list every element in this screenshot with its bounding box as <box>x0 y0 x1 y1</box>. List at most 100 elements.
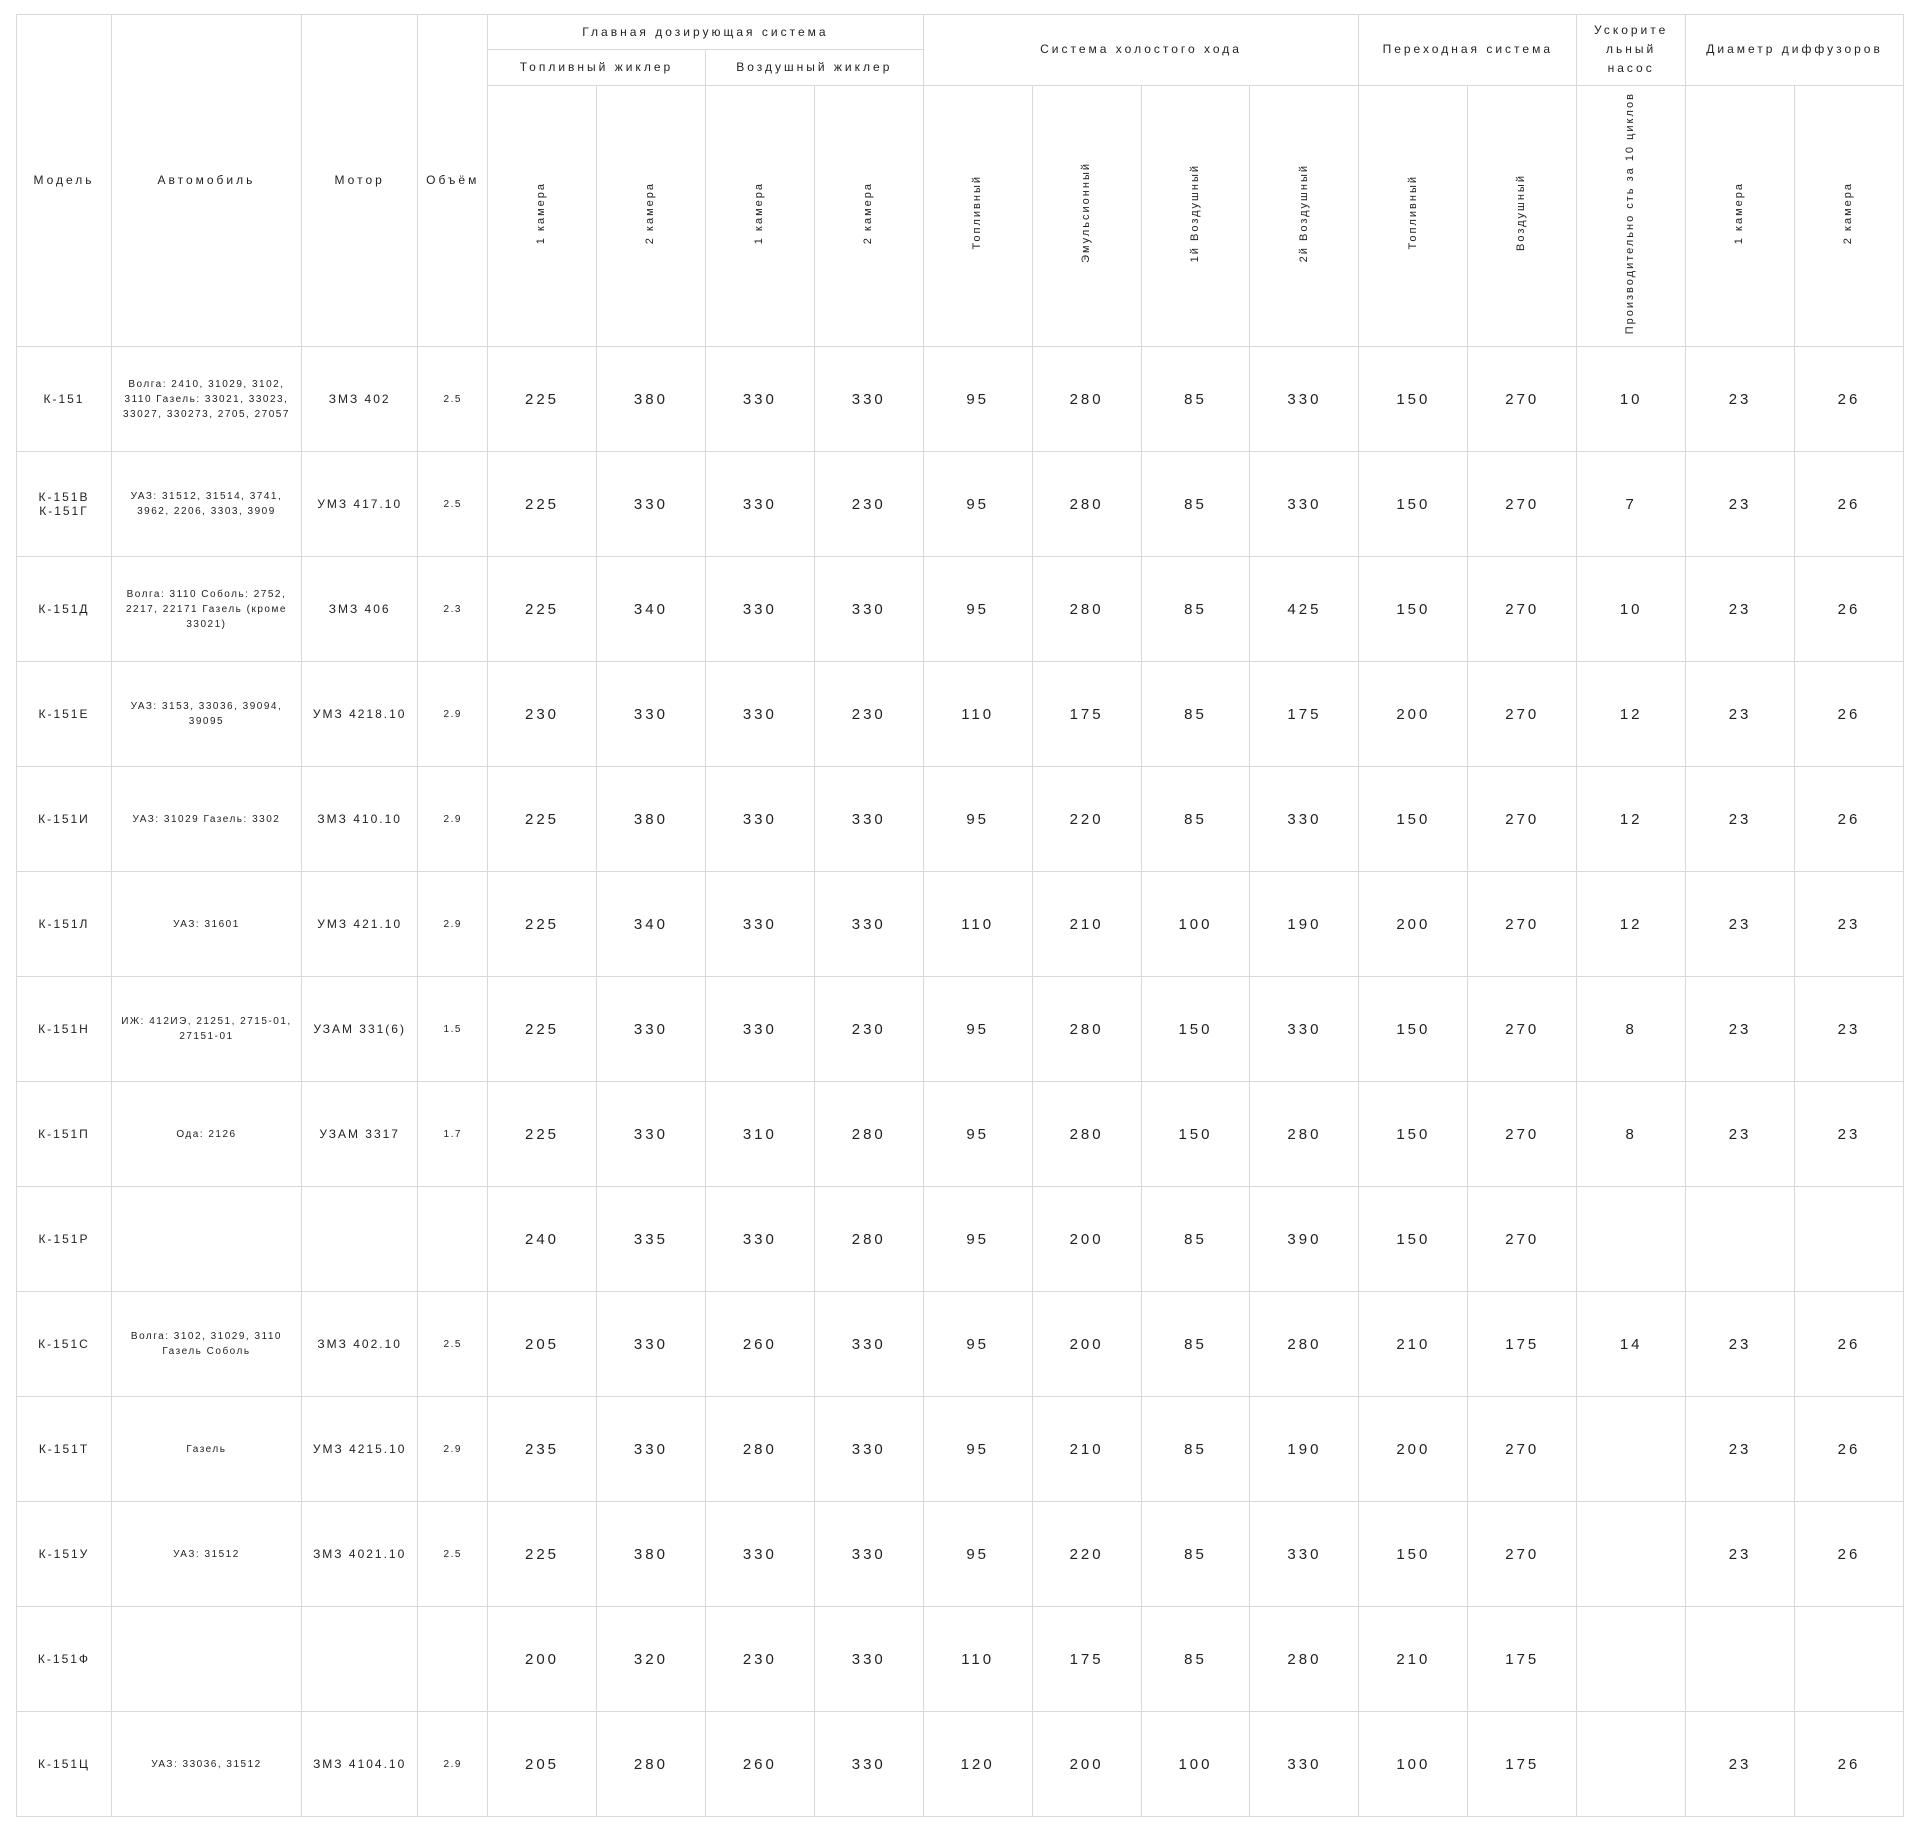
cell-value: 95 <box>923 1397 1032 1502</box>
cell-vol: 2.5 <box>418 1292 488 1397</box>
cell-value: 330 <box>705 872 814 977</box>
cell-value: 270 <box>1468 1502 1577 1607</box>
cell-value: 380 <box>596 767 705 872</box>
cell-value: 270 <box>1468 452 1577 557</box>
cell-value: 23 <box>1795 977 1904 1082</box>
cell-value: 120 <box>923 1712 1032 1817</box>
cell-value: 280 <box>1032 1082 1141 1187</box>
cell-value: 200 <box>488 1607 597 1712</box>
cell-value: 330 <box>1250 767 1359 872</box>
cell-value: 330 <box>596 1082 705 1187</box>
cell-value: 390 <box>1250 1187 1359 1292</box>
cell-vol: 2.5 <box>418 1502 488 1607</box>
cell-value: 7 <box>1577 452 1686 557</box>
cell-value: 310 <box>705 1082 814 1187</box>
cell-value: 85 <box>1141 1292 1250 1397</box>
cell-model: К-151Р <box>17 1187 112 1292</box>
cell-value: 225 <box>488 452 597 557</box>
cell-auto: УАЗ: 3153, 33036, 39094, 39095 <box>111 662 301 767</box>
cell-value: 280 <box>1250 1082 1359 1187</box>
cell-value: 340 <box>596 872 705 977</box>
cell-vol: 2.9 <box>418 1712 488 1817</box>
cell-vol: 2.9 <box>418 767 488 872</box>
cell-value: 26 <box>1795 767 1904 872</box>
cell-value: 110 <box>923 1607 1032 1712</box>
cell-value: 230 <box>488 662 597 767</box>
cell-value: 225 <box>488 872 597 977</box>
cell-value: 8 <box>1577 977 1686 1082</box>
cell-value: 200 <box>1359 872 1468 977</box>
cell-value: 330 <box>814 1502 923 1607</box>
cell-vol: 2.9 <box>418 872 488 977</box>
cell-auto: УАЗ: 31601 <box>111 872 301 977</box>
cell-value: 200 <box>1359 1397 1468 1502</box>
cell-value: 330 <box>814 767 923 872</box>
table-row: К-151УУАЗ: 31512ЗМЗ 4021.102.52253803303… <box>17 1502 1904 1607</box>
col-idle-fuel: Топливный <box>923 85 1032 346</box>
cell-value: 280 <box>1250 1292 1359 1397</box>
cell-value: 95 <box>923 347 1032 452</box>
cell-model: К-151В К-151Г <box>17 452 112 557</box>
table-row: К-151В К-151ГУАЗ: 31512, 31514, 3741, 39… <box>17 452 1904 557</box>
cell-value: 23 <box>1686 1292 1795 1397</box>
cell-value: 95 <box>923 1187 1032 1292</box>
cell-value: 200 <box>1032 1292 1141 1397</box>
cell-value: 85 <box>1141 347 1250 452</box>
cell-auto: Волга: 3110 Соболь: 2752, 2217, 22171 Га… <box>111 557 301 662</box>
cell-value: 10 <box>1577 557 1686 662</box>
cell-value: 280 <box>1032 347 1141 452</box>
cell-value: 220 <box>1032 1502 1141 1607</box>
cell-value: 225 <box>488 977 597 1082</box>
cell-value: 330 <box>596 1397 705 1502</box>
cell-value: 95 <box>923 767 1032 872</box>
cell-value: 330 <box>596 1292 705 1397</box>
cell-value: 270 <box>1468 347 1577 452</box>
col-model: Модель <box>17 15 112 347</box>
cell-model: К-151Н <box>17 977 112 1082</box>
cell-auto <box>111 1607 301 1712</box>
cell-value: 26 <box>1795 1292 1904 1397</box>
cell-value: 23 <box>1686 557 1795 662</box>
cell-value: 260 <box>705 1712 814 1817</box>
cell-value: 340 <box>596 557 705 662</box>
cell-value: 230 <box>814 662 923 767</box>
cell-auto: ИЖ: 412ИЭ, 21251, 2715-01, 27151-01 <box>111 977 301 1082</box>
cell-value: 23 <box>1686 1397 1795 1502</box>
cell-auto: УАЗ: 31029 Газель: 3302 <box>111 767 301 872</box>
cell-value: 270 <box>1468 662 1577 767</box>
col-idle-emul: Эмульсионный <box>1032 85 1141 346</box>
col-trans-fuel: Топливный <box>1359 85 1468 346</box>
cell-value: 175 <box>1032 662 1141 767</box>
cell-value: 95 <box>923 1082 1032 1187</box>
cell-value: 150 <box>1141 1082 1250 1187</box>
col-group-diff: Диаметр диффузоров <box>1686 15 1904 86</box>
table-row: К-151Ф20032023033011017585280210175 <box>17 1607 1904 1712</box>
cell-value <box>1577 1187 1686 1292</box>
cell-model: К-151Т <box>17 1397 112 1502</box>
cell-value: 330 <box>814 347 923 452</box>
cell-value: 330 <box>705 452 814 557</box>
cell-value: 23 <box>1686 662 1795 767</box>
cell-value: 85 <box>1141 1397 1250 1502</box>
cell-motor: УМЗ 4218.10 <box>301 662 418 767</box>
cell-value: 330 <box>705 977 814 1082</box>
cell-model: К-151И <box>17 767 112 872</box>
cell-value: 175 <box>1468 1712 1577 1817</box>
cell-value: 270 <box>1468 1082 1577 1187</box>
cell-value: 175 <box>1250 662 1359 767</box>
cell-value: 10 <box>1577 347 1686 452</box>
cell-value: 100 <box>1141 1712 1250 1817</box>
cell-value: 95 <box>923 1502 1032 1607</box>
cell-value: 330 <box>596 662 705 767</box>
cell-value: 330 <box>814 1292 923 1397</box>
cell-value: 26 <box>1795 662 1904 767</box>
cell-value: 270 <box>1468 977 1577 1082</box>
cell-value <box>1577 1712 1686 1817</box>
cell-auto <box>111 1187 301 1292</box>
cell-value: 210 <box>1359 1292 1468 1397</box>
col-air-cam1: 1 камера <box>705 85 814 346</box>
cell-value: 175 <box>1468 1607 1577 1712</box>
cell-motor: ЗМЗ 402 <box>301 347 418 452</box>
cell-value: 270 <box>1468 872 1577 977</box>
cell-auto: Волга: 2410, 31029, 3102, 3110 Газель: 3… <box>111 347 301 452</box>
